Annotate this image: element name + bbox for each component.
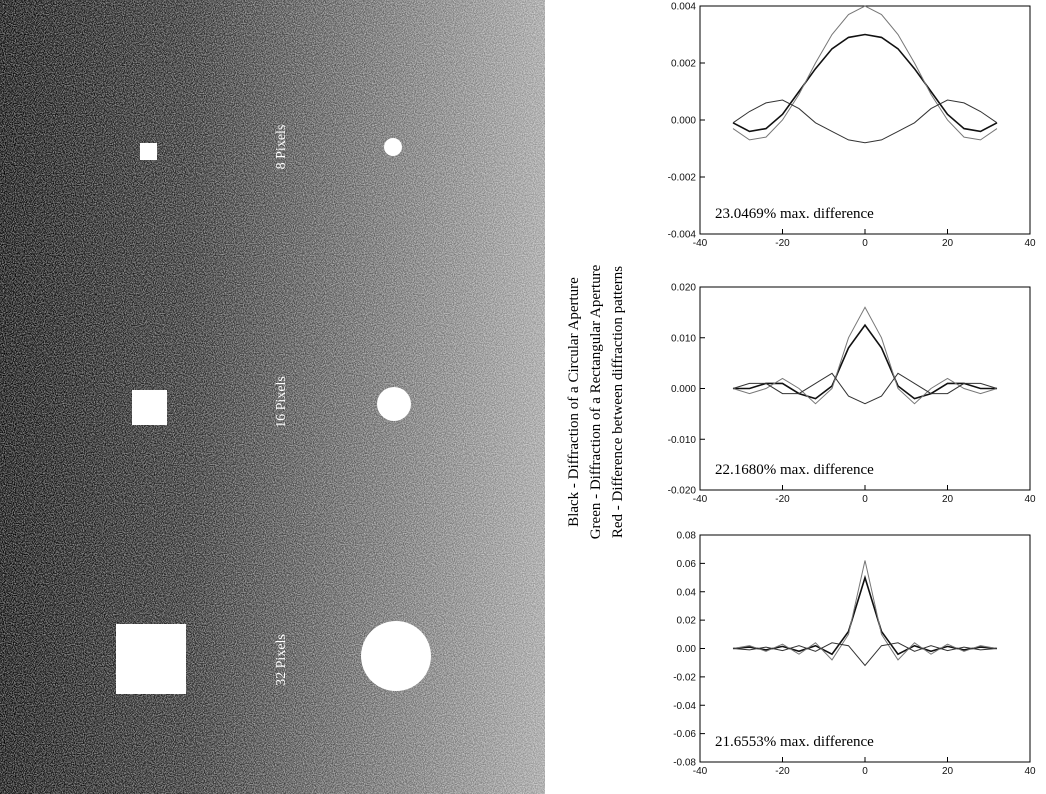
y-tick-label: 0.010: [671, 333, 696, 344]
chart: -0.004 -0.002 0.000 0.002 0.004 -40 -20 0 20 40 23…: [668, 2, 1036, 250]
series-line: [732, 560, 998, 661]
legend-text: Black - Diffraction of a Circular Apertu…: [566, 277, 582, 527]
y-tick-label: -0.06: [673, 729, 696, 740]
image-noise: [0, 0, 545, 794]
size-label: 16 Pixels: [274, 376, 289, 428]
square: [132, 390, 167, 425]
y-tick-label: -0.02: [673, 672, 696, 683]
y-tick-label: -0.08: [673, 758, 696, 769]
chart: -0.020 -0.010 0.000 0.010 0.020 -40 -20 0 20 40 22…: [668, 283, 1036, 506]
y-tick-label: -0.002: [668, 173, 697, 184]
x-tick-label: 40: [1024, 494, 1036, 505]
x-tick-label: 20: [942, 766, 954, 777]
x-tick-label: 0: [862, 494, 868, 505]
x-tick-label: -20: [775, 238, 790, 249]
y-tick-label: 0.004: [671, 2, 696, 13]
y-tick-label: 0.020: [671, 283, 696, 294]
x-tick-label: -20: [775, 766, 790, 777]
y-tick-label: -0.010: [668, 435, 697, 446]
y-tick-label: 0.02: [677, 616, 697, 627]
square: [116, 624, 186, 694]
image-panel: 8 Pixels 16 Pixels 32 Pixels: [0, 0, 545, 794]
y-tick-label: 0.00: [677, 644, 697, 655]
series-line: [732, 372, 998, 405]
legend-text: Red - Difference between diffraction pat…: [610, 266, 626, 538]
y-tick-label: 0.04: [677, 587, 697, 598]
series-line: [733, 323, 997, 400]
series-line: [732, 574, 998, 656]
y-tick-label: -0.020: [668, 486, 697, 497]
square: [140, 143, 157, 160]
annotation: 21.6553% max. difference: [715, 734, 874, 750]
size-label: 32 Pixels: [274, 634, 289, 686]
y-tick-label: 0.06: [677, 559, 697, 570]
y-tick-label: 0.000: [671, 116, 696, 127]
circle: [384, 138, 402, 156]
annotation: 23.0469% max. difference: [715, 206, 874, 222]
chart: -0.08 -0.06 -0.04 -0.02 0.00 0.02 0.04 0.06 0.08…: [673, 531, 1036, 778]
x-tick-label: 20: [942, 238, 954, 249]
y-tick-label: 0.08: [677, 531, 697, 542]
series-line: [732, 306, 998, 405]
y-tick-label: -0.04: [673, 701, 696, 712]
legend-text: Green - Diffraction of a Rectangular Ape…: [588, 264, 604, 539]
y-tick-label: 0.002: [671, 59, 696, 70]
x-tick-label: 20: [942, 494, 954, 505]
annotation: 22.1680% max. difference: [715, 462, 874, 478]
plot-frame: [699, 534, 1031, 763]
x-tick-label: -20: [775, 494, 790, 505]
x-tick-label: -40: [693, 494, 708, 505]
x-tick-label: 40: [1024, 766, 1036, 777]
x-tick-label: 0: [862, 238, 868, 249]
y-tick-label: -0.004: [668, 230, 697, 241]
series-line: [732, 99, 998, 144]
series-line: [732, 33, 998, 133]
x-tick-label: -40: [693, 766, 708, 777]
plot-frame: [699, 5, 1031, 235]
circle: [361, 621, 431, 691]
x-tick-label: 40: [1024, 238, 1036, 249]
y-tick-label: 0.000: [671, 384, 696, 395]
series-line: [732, 642, 998, 667]
x-tick-label: -40: [693, 238, 708, 249]
circle: [377, 387, 411, 421]
x-tick-label: 0: [862, 766, 868, 777]
series-line: [732, 5, 998, 141]
size-label: 8 Pixels: [274, 125, 289, 170]
